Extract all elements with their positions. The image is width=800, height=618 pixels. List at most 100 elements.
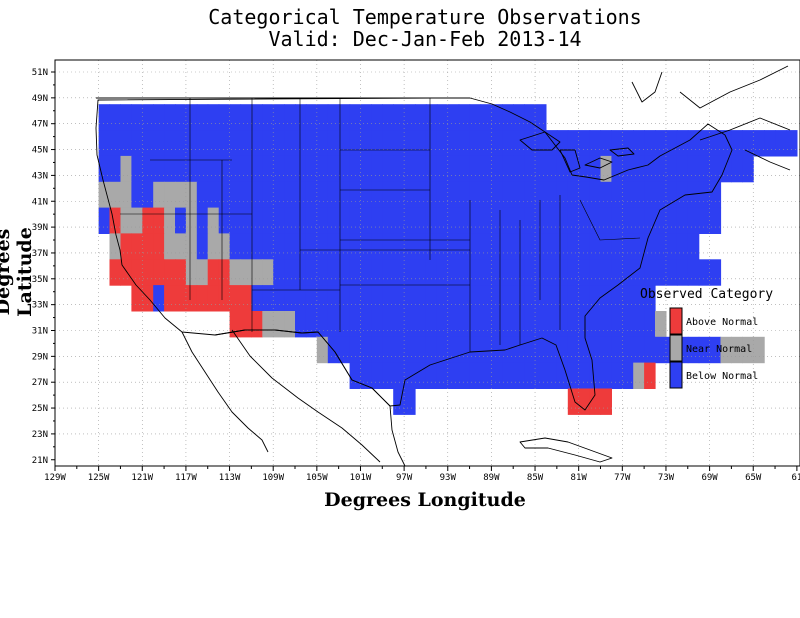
cell-below-normal (535, 336, 547, 364)
cell-below-normal (142, 155, 154, 183)
mexico-border-line (214, 329, 391, 407)
cell-below-normal (578, 362, 591, 389)
cell-below-normal (338, 104, 351, 131)
cell-below-normal (589, 311, 602, 338)
cell-below-normal (393, 130, 405, 157)
cell-below-normal (382, 259, 394, 286)
cell-below-normal (404, 207, 416, 234)
cell-below-normal (611, 311, 623, 338)
cell-below-normal (644, 155, 656, 183)
cell-below-normal (251, 233, 263, 260)
cell-below-normal (535, 181, 547, 209)
cell-below-normal (196, 233, 209, 260)
cell-below-normal (644, 233, 656, 260)
cell-below-normal (491, 233, 503, 260)
cell-below-normal (393, 104, 405, 131)
cell-below-normal (262, 130, 274, 157)
legend-title: Observed Category (640, 287, 773, 302)
y-tick-label: 35N (32, 275, 48, 285)
cell-above-normal (153, 259, 165, 286)
cell-below-normal (709, 336, 722, 364)
cell-below-normal (633, 311, 645, 338)
cell-below-normal (524, 362, 536, 389)
baja-coast (181, 331, 269, 453)
cell-below-normal (207, 155, 220, 183)
cell-below-normal (589, 285, 602, 312)
cell-near-normal (720, 336, 732, 364)
cell-below-normal (305, 155, 318, 183)
cell-below-normal (371, 207, 383, 234)
cell-below-normal (349, 130, 362, 157)
cell-below-normal (644, 259, 656, 286)
cell-below-normal (153, 285, 165, 312)
cell-below-normal (327, 207, 340, 234)
cell-below-normal (458, 207, 471, 234)
legend: Observed Category Above Normal Near Normal… (640, 287, 773, 389)
cell-below-normal (251, 104, 263, 131)
cell-below-normal (382, 233, 394, 260)
cell-below-normal (600, 233, 612, 260)
cell-below-normal (251, 181, 263, 209)
cell-near-normal (109, 181, 121, 209)
cell-below-normal (393, 388, 405, 415)
cell-below-normal (491, 259, 503, 286)
cell-below-normal (524, 104, 536, 131)
x-tick-label: 113W (219, 473, 241, 483)
cell-below-normal (502, 233, 514, 260)
cell-below-normal (469, 233, 482, 260)
cell-below-normal (698, 207, 711, 234)
cell-below-normal (240, 155, 252, 183)
cell-below-normal (153, 130, 165, 157)
cell-below-normal (567, 233, 580, 260)
cell-below-normal (535, 362, 547, 389)
cell-below-normal (305, 285, 318, 312)
cell-near-normal (240, 259, 252, 286)
cell-near-normal (753, 336, 765, 364)
cell-below-normal (502, 285, 514, 312)
cell-below-normal (567, 130, 580, 157)
cell-below-normal (622, 336, 634, 364)
cell-below-normal (655, 181, 667, 209)
cell-below-normal (153, 104, 165, 131)
cell-below-normal (513, 130, 525, 157)
cell-below-normal (546, 311, 558, 338)
cell-below-normal (371, 285, 383, 312)
cell-below-normal (229, 181, 242, 209)
cell-below-normal (273, 233, 285, 260)
cell-below-normal (589, 259, 602, 286)
x-tick-label: 125W (88, 473, 110, 483)
cell-below-normal (393, 285, 405, 312)
cell-below-normal (600, 130, 612, 157)
cell-below-normal (600, 259, 612, 286)
cell-below-normal (262, 104, 274, 131)
cell-below-normal (633, 259, 645, 286)
cell-above-normal (240, 285, 252, 312)
us-border-outline (95, 97, 733, 411)
cell-above-normal (164, 259, 176, 286)
cell-below-normal (425, 130, 438, 157)
cell-below-normal (698, 155, 711, 183)
cell-below-normal (371, 233, 383, 260)
gridlines (55, 60, 800, 466)
cell-below-normal (404, 155, 416, 183)
cell-below-normal (556, 233, 569, 260)
cell-below-normal (578, 130, 591, 157)
cell-below-normal (513, 207, 525, 234)
cell-below-normal (196, 155, 209, 183)
cell-below-normal (404, 388, 416, 415)
cell-below-normal (273, 130, 285, 157)
cell-below-normal (295, 181, 307, 209)
cell-below-normal (360, 207, 372, 234)
cell-below-normal (415, 155, 427, 183)
cell-below-normal (578, 259, 591, 286)
cell-below-normal (622, 181, 634, 209)
cell-below-normal (262, 285, 274, 312)
cell-below-normal (687, 233, 700, 260)
chart-subtitle: Valid: Dec-Jan-Feb 2013-14 (268, 27, 582, 51)
cell-below-normal (524, 259, 536, 286)
cell-below-normal (491, 104, 503, 131)
x-tick-label: 121W (131, 473, 153, 483)
cell-below-normal (218, 207, 231, 234)
cell-below-normal (284, 259, 296, 286)
cell-below-normal (338, 285, 351, 312)
